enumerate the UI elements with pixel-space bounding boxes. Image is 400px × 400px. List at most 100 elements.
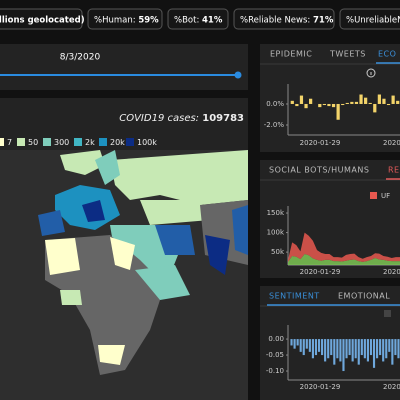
stat-text: %Reliable News: 71%: [240, 15, 334, 25]
stat-value: 71%: [313, 15, 334, 25]
bar: [386, 103, 391, 106]
bar: [359, 94, 363, 104]
bar: [327, 339, 330, 359]
x-tick-label: 2020-0: [383, 139, 400, 147]
country: [60, 150, 105, 175]
bar: [290, 100, 294, 104]
bar: [360, 339, 363, 356]
bar: [363, 339, 366, 359]
header: illions geolocated) %Human: 59% %Bot: 41%%…: [0, 8, 400, 30]
map-title: COVID19 cases: 109783: [119, 113, 244, 124]
legend-label: 7: [7, 138, 12, 147]
tab[interactable]: ECO: [378, 50, 396, 59]
bar: [372, 339, 376, 368]
bar: [397, 339, 400, 359]
stat-value: 41%: [202, 15, 223, 25]
bar: [330, 339, 333, 356]
bar: [385, 339, 388, 359]
stat-text: %Human: 59%: [94, 15, 159, 25]
bar: [299, 95, 304, 104]
legend-swatch: [370, 192, 377, 199]
bar: [388, 339, 391, 352]
stat-label: %Bot:: [174, 15, 199, 25]
stat-text: illions geolocated): [0, 15, 85, 25]
country: [232, 205, 248, 255]
area: [288, 254, 400, 265]
bar: [382, 98, 386, 104]
bar: [368, 102, 372, 104]
y-tick-label: 100k: [267, 229, 285, 237]
country: [38, 210, 65, 236]
stat-label: %UnreliableNe: [346, 15, 400, 25]
legend-swatch: [99, 138, 107, 146]
legend-swatch: [0, 138, 4, 146]
stat-pill[interactable]: [87, 8, 163, 30]
bar: [314, 339, 318, 356]
tab[interactable]: EPIDEMIC: [270, 50, 312, 59]
info-icon[interactable]: [366, 68, 376, 78]
stat-pill[interactable]: [167, 8, 229, 30]
stat-pill[interactable]: [339, 8, 400, 30]
tab[interactable]: TWEETS: [329, 50, 366, 59]
country: [110, 150, 248, 205]
country: [60, 290, 82, 305]
bar: [321, 339, 324, 356]
stat-label: illions geolocated): [0, 15, 85, 25]
bar: [296, 339, 299, 346]
stat-pill[interactable]: [0, 8, 83, 30]
legend-swatch: [126, 138, 134, 146]
bar: [345, 102, 349, 104]
toggle-icon[interactable]: [384, 310, 391, 317]
stat-text: %UnreliableNe: [346, 15, 400, 25]
legend-swatch: [43, 138, 51, 146]
bar: [293, 339, 296, 349]
bar: [394, 339, 397, 356]
map-title-label: COVID19 cases:: [119, 113, 199, 124]
country: [45, 238, 80, 275]
bar: [345, 339, 348, 359]
tab[interactable]: REL: [388, 166, 400, 175]
x-tick-label: 2020-0: [383, 383, 400, 391]
bar: [318, 103, 322, 108]
y-tick-label: 150k: [267, 209, 285, 217]
x-tick-label: 2020-01-29: [300, 383, 341, 391]
slider-handle[interactable]: [234, 71, 242, 79]
tab[interactable]: SENTIMENT: [269, 292, 320, 301]
slider-date: 8/3/2020: [60, 53, 101, 63]
bar: [339, 339, 342, 362]
bar: [324, 339, 327, 362]
bar: [391, 339, 394, 365]
legend-label: UF: [381, 192, 390, 200]
country: [110, 237, 135, 270]
legend-label: 300: [54, 138, 69, 147]
country: [205, 235, 230, 275]
bar: [331, 103, 336, 108]
bar: [376, 339, 379, 359]
bar: [382, 339, 385, 362]
country: [135, 265, 190, 300]
y-tick-label: 50k: [271, 248, 285, 256]
bar: [357, 339, 360, 365]
bar: [311, 339, 314, 359]
bar: [354, 101, 359, 104]
bar: [354, 339, 357, 359]
tab[interactable]: EMOTIONAL: [338, 292, 390, 301]
bar: [350, 101, 354, 104]
bar: [302, 339, 305, 356]
bar: [351, 339, 354, 362]
bar: [336, 103, 340, 120]
bar: [295, 103, 299, 107]
bar: [391, 95, 395, 104]
y-tick-label: -0.05: [266, 351, 284, 359]
bar: [364, 97, 368, 104]
bar: [396, 100, 400, 104]
bar: [377, 94, 381, 104]
y-tick-label: 0.0%: [266, 100, 284, 108]
bar: [333, 339, 336, 365]
x-tick-label: 2020-01-29: [300, 268, 341, 276]
tab[interactable]: SOCIAL BOTS/HUMANS: [269, 166, 369, 175]
country: [155, 225, 195, 255]
stat-pill[interactable]: [233, 8, 335, 30]
country: [140, 200, 210, 225]
